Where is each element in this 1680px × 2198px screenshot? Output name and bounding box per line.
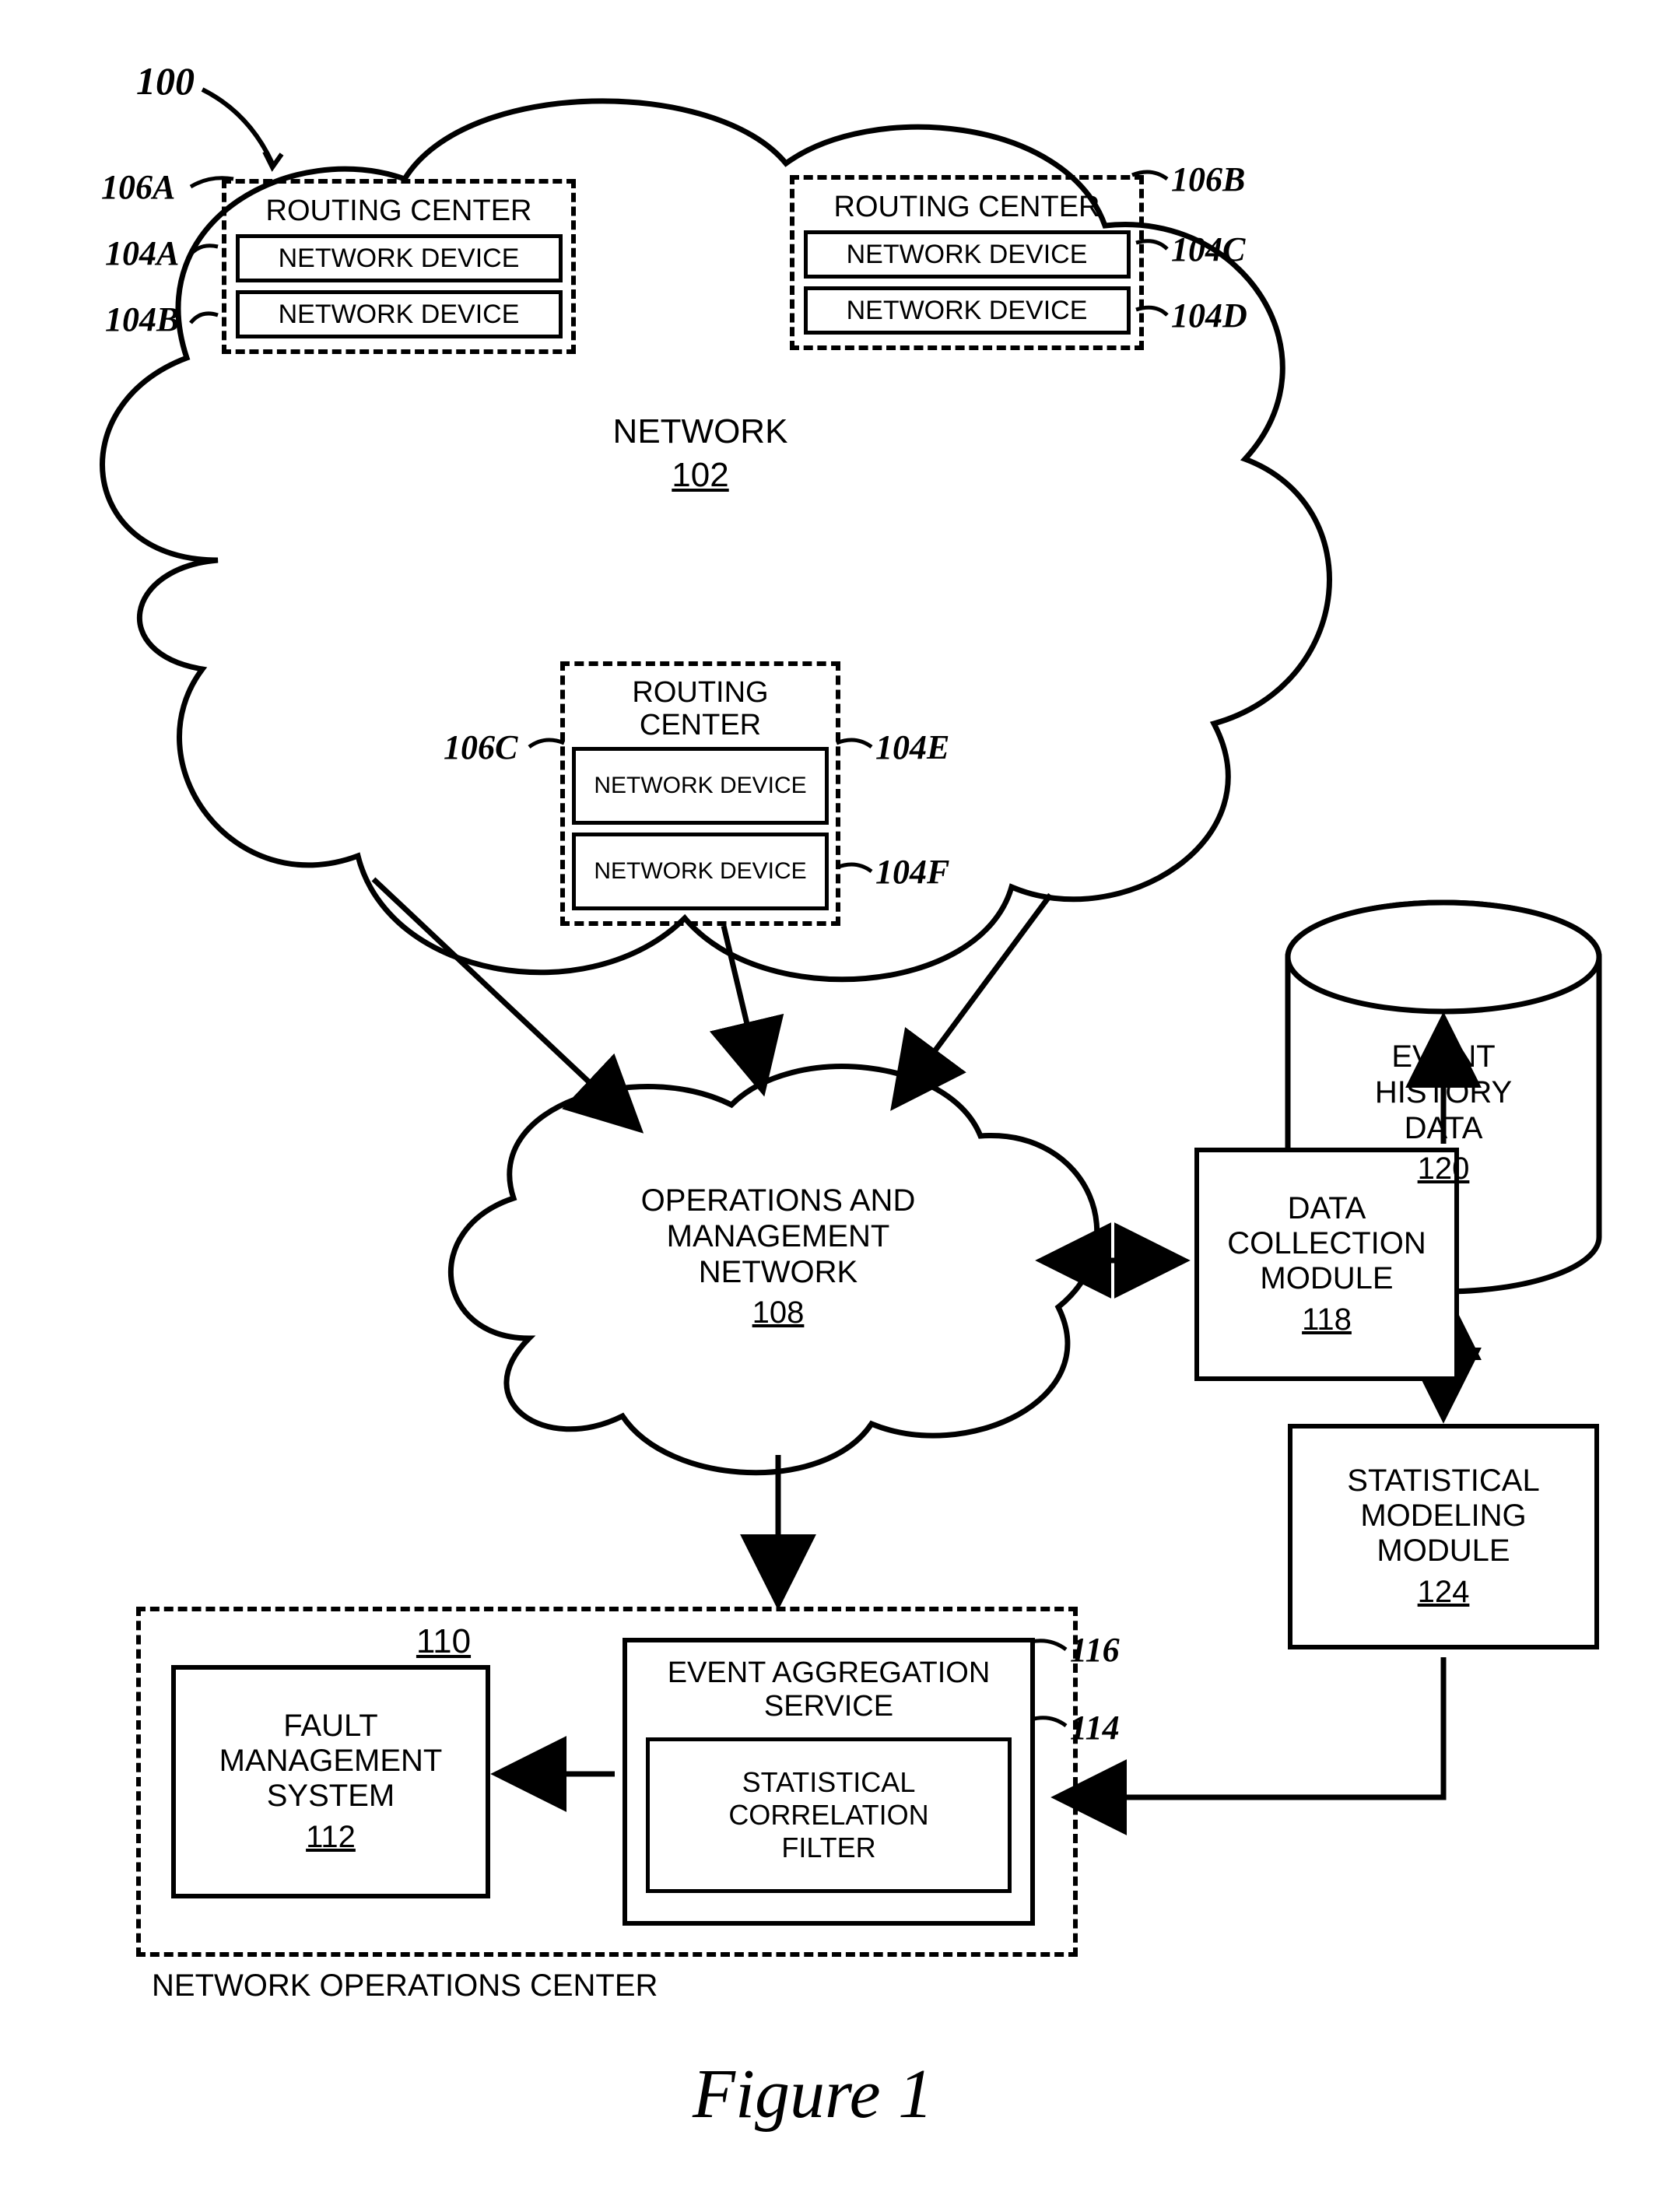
noc-title: NETWORK OPERATIONS CENTER bbox=[152, 1968, 658, 2003]
fault-mgmt-ref: 112 bbox=[306, 1820, 356, 1855]
event-history-label-wrap: EVENTHISTORYDATA 120 bbox=[1346, 1039, 1541, 1187]
data-collection-label: DATACOLLECTIONMODULE bbox=[1227, 1191, 1426, 1296]
routing-center-b: ROUTING CENTER NETWORK DEVICE NETWORK DE… bbox=[790, 175, 1144, 350]
event-agg-label: EVENT AGGREGATIONSERVICE bbox=[668, 1656, 991, 1723]
om-ref: 108 bbox=[599, 1295, 957, 1330]
network-device-104e: NETWORK DEVICE bbox=[572, 747, 829, 825]
stat-modeling-label: STATISTICALMODELINGMODULE bbox=[1347, 1464, 1539, 1569]
routing-center-b-title: ROUTING CENTER bbox=[834, 191, 1100, 224]
ref-106b: 106B bbox=[1171, 160, 1245, 199]
network-label: NETWORK bbox=[591, 412, 809, 451]
noc-ref: 110 bbox=[416, 1622, 471, 1660]
network-cloud-label: NETWORK 102 bbox=[591, 412, 809, 495]
ref-116: 116 bbox=[1070, 1630, 1120, 1670]
network-device-104a: NETWORK DEVICE bbox=[236, 234, 563, 282]
ref-104f: 104F bbox=[875, 852, 949, 892]
event-aggregation-service: EVENT AGGREGATIONSERVICE STATISTICALCORR… bbox=[623, 1638, 1035, 1926]
routing-center-a-title: ROUTING CENTER bbox=[266, 195, 532, 228]
ref-104c: 104C bbox=[1171, 230, 1245, 269]
figure-ref-100: 100 bbox=[136, 58, 195, 103]
noc-ref-label: 110 bbox=[397, 1622, 490, 1661]
ref-104a: 104A bbox=[105, 233, 179, 273]
ref-104e: 104E bbox=[875, 727, 949, 767]
network-device-104f: NETWORK DEVICE bbox=[572, 833, 829, 910]
ref-106a: 106A bbox=[101, 167, 175, 207]
fault-mgmt-label: FAULTMANAGEMENTSYSTEM bbox=[219, 1709, 443, 1814]
network-ref: 102 bbox=[591, 456, 809, 495]
network-device-104b: NETWORK DEVICE bbox=[236, 290, 563, 338]
routing-center-c: ROUTINGCENTER NETWORK DEVICE NETWORK DEV… bbox=[560, 661, 840, 926]
om-cloud-label: OPERATIONS AND MANAGEMENT NETWORK 108 bbox=[599, 1183, 957, 1330]
event-history-label: EVENTHISTORYDATA bbox=[1346, 1039, 1541, 1146]
network-device-104c: NETWORK DEVICE bbox=[804, 230, 1131, 279]
network-device-104d: NETWORK DEVICE bbox=[804, 286, 1131, 335]
om-label: OPERATIONS AND MANAGEMENT NETWORK bbox=[599, 1183, 957, 1290]
stat-correlation-filter: STATISTICALCORRELATIONFILTER bbox=[646, 1737, 1012, 1893]
fault-mgmt-system: FAULTMANAGEMENTSYSTEM 112 bbox=[171, 1665, 490, 1898]
stat-modeling-ref: 124 bbox=[1418, 1575, 1470, 1610]
stat-modeling-module: STATISTICALMODELINGMODULE 124 bbox=[1288, 1424, 1599, 1649]
data-collection-ref: 118 bbox=[1302, 1302, 1352, 1337]
event-history-ref: 120 bbox=[1346, 1151, 1541, 1187]
figure-title: Figure 1 bbox=[693, 2054, 933, 2134]
ref-114: 114 bbox=[1070, 1708, 1120, 1748]
ref-104d: 104D bbox=[1171, 296, 1247, 335]
routing-center-a: ROUTING CENTER NETWORK DEVICE NETWORK DE… bbox=[222, 179, 576, 354]
routing-center-c-title: ROUTINGCENTER bbox=[632, 677, 768, 742]
ref-104b: 104B bbox=[105, 300, 179, 339]
stat-filter-label: STATISTICALCORRELATIONFILTER bbox=[728, 1766, 928, 1864]
ref-106c: 106C bbox=[444, 727, 517, 767]
